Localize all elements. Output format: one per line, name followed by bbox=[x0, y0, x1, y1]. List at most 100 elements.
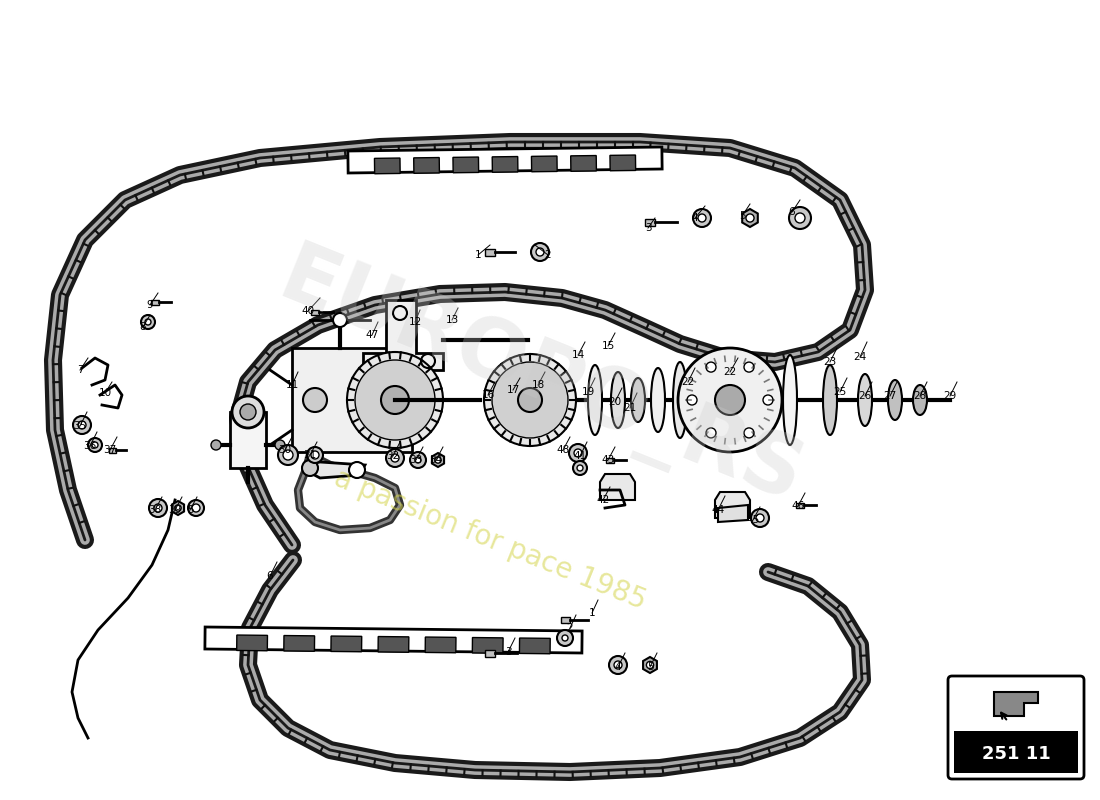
Text: 44: 44 bbox=[712, 505, 725, 515]
Text: 41: 41 bbox=[573, 451, 586, 461]
Circle shape bbox=[188, 500, 204, 516]
Polygon shape bbox=[331, 636, 362, 652]
Circle shape bbox=[609, 656, 627, 674]
Text: 45: 45 bbox=[747, 515, 760, 525]
Text: 2: 2 bbox=[566, 623, 573, 633]
Circle shape bbox=[349, 462, 365, 478]
Polygon shape bbox=[994, 692, 1038, 716]
Polygon shape bbox=[236, 635, 267, 650]
Circle shape bbox=[693, 209, 711, 227]
Circle shape bbox=[232, 396, 264, 428]
Circle shape bbox=[148, 499, 167, 517]
Circle shape bbox=[415, 457, 421, 463]
Circle shape bbox=[744, 362, 754, 372]
Text: 15: 15 bbox=[602, 341, 615, 351]
Text: 27: 27 bbox=[883, 391, 896, 401]
Circle shape bbox=[715, 385, 745, 415]
Circle shape bbox=[536, 248, 544, 256]
Text: 16: 16 bbox=[482, 390, 495, 400]
Circle shape bbox=[578, 465, 583, 471]
Text: 37: 37 bbox=[103, 445, 117, 455]
Text: 26: 26 bbox=[858, 391, 871, 401]
Text: 1: 1 bbox=[588, 608, 595, 618]
Circle shape bbox=[569, 444, 587, 462]
Text: 5: 5 bbox=[647, 662, 653, 672]
Text: 46: 46 bbox=[791, 501, 804, 511]
Circle shape bbox=[73, 416, 91, 434]
Circle shape bbox=[614, 661, 622, 669]
Polygon shape bbox=[472, 638, 503, 654]
Circle shape bbox=[141, 315, 155, 329]
Polygon shape bbox=[600, 474, 635, 500]
Text: 6: 6 bbox=[266, 571, 273, 581]
Circle shape bbox=[311, 451, 319, 459]
Polygon shape bbox=[205, 627, 582, 653]
Circle shape bbox=[275, 440, 285, 450]
Circle shape bbox=[410, 452, 426, 468]
Circle shape bbox=[434, 457, 441, 463]
Circle shape bbox=[88, 438, 102, 452]
Polygon shape bbox=[378, 637, 409, 652]
Text: 11: 11 bbox=[285, 380, 298, 390]
Ellipse shape bbox=[858, 374, 872, 426]
FancyBboxPatch shape bbox=[948, 676, 1084, 779]
Circle shape bbox=[192, 504, 200, 512]
Polygon shape bbox=[426, 637, 456, 653]
Circle shape bbox=[381, 386, 409, 414]
Ellipse shape bbox=[913, 385, 927, 415]
Circle shape bbox=[302, 388, 327, 412]
Text: 39: 39 bbox=[168, 505, 182, 515]
Circle shape bbox=[706, 362, 716, 372]
Polygon shape bbox=[715, 492, 750, 518]
Circle shape bbox=[484, 354, 576, 446]
Text: 24: 24 bbox=[854, 352, 867, 362]
Circle shape bbox=[678, 348, 782, 452]
Circle shape bbox=[647, 662, 653, 669]
Text: 20: 20 bbox=[608, 397, 622, 407]
Polygon shape bbox=[305, 462, 365, 478]
Ellipse shape bbox=[673, 362, 688, 438]
Text: 19: 19 bbox=[582, 387, 595, 397]
Polygon shape bbox=[363, 300, 443, 370]
Bar bbox=[561, 617, 570, 623]
Text: 48: 48 bbox=[557, 445, 570, 455]
Text: 2: 2 bbox=[544, 250, 551, 260]
Circle shape bbox=[557, 630, 573, 646]
Bar bbox=[485, 249, 495, 255]
Text: 32: 32 bbox=[386, 451, 399, 461]
Text: 30: 30 bbox=[278, 445, 292, 455]
Text: 14: 14 bbox=[571, 350, 584, 360]
Text: 8: 8 bbox=[140, 322, 146, 332]
Bar bbox=[292, 348, 412, 452]
Text: 31: 31 bbox=[304, 450, 317, 460]
Circle shape bbox=[744, 428, 754, 438]
Circle shape bbox=[574, 449, 582, 457]
Polygon shape bbox=[718, 505, 748, 522]
Text: 18: 18 bbox=[531, 380, 544, 390]
Polygon shape bbox=[610, 155, 636, 170]
Circle shape bbox=[302, 460, 318, 476]
Text: 5: 5 bbox=[739, 211, 746, 221]
Ellipse shape bbox=[651, 368, 666, 432]
Text: 25: 25 bbox=[834, 387, 847, 397]
Polygon shape bbox=[374, 158, 400, 174]
Text: 3: 3 bbox=[505, 647, 512, 657]
Text: 36: 36 bbox=[84, 441, 97, 451]
Text: 5: 5 bbox=[187, 505, 194, 515]
Text: 43: 43 bbox=[602, 455, 615, 465]
Circle shape bbox=[333, 313, 346, 327]
Circle shape bbox=[346, 352, 443, 448]
Circle shape bbox=[240, 404, 256, 420]
Polygon shape bbox=[742, 209, 758, 227]
Ellipse shape bbox=[823, 365, 837, 435]
Circle shape bbox=[211, 440, 221, 450]
Circle shape bbox=[763, 395, 773, 405]
Text: 3: 3 bbox=[645, 223, 651, 233]
Circle shape bbox=[751, 509, 769, 527]
Text: 13: 13 bbox=[446, 315, 459, 325]
Text: 33: 33 bbox=[409, 455, 422, 465]
Circle shape bbox=[283, 450, 293, 460]
Circle shape bbox=[278, 445, 298, 465]
Text: 29: 29 bbox=[944, 391, 957, 401]
Circle shape bbox=[531, 243, 549, 261]
